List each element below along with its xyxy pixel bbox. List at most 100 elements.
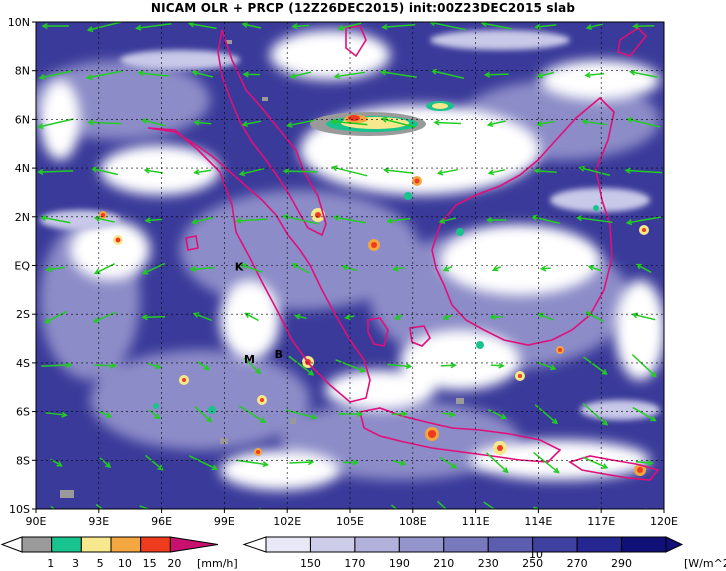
wind-arrow-head — [105, 412, 113, 418]
wind-arrow-shaft — [240, 167, 264, 176]
wind-arrow-shaft — [145, 169, 163, 174]
wind-arrow-head — [491, 265, 499, 272]
wind-arrow-shaft — [194, 121, 212, 125]
wind-arrow-head — [137, 70, 144, 77]
wind-arrow-shaft — [627, 118, 661, 128]
wind-arrow-head — [90, 166, 98, 173]
wind-arrow-head — [537, 312, 544, 319]
precip-colorbar-swatch — [80, 536, 112, 553]
wind-arrow-head — [189, 266, 196, 273]
wind-arrow-head — [359, 366, 366, 373]
wind-arrow-shaft — [439, 217, 457, 223]
wind-arrow-head — [436, 169, 444, 176]
wind-arrow-head — [601, 463, 609, 469]
wind-arrow-head — [157, 464, 164, 471]
wind-arrow-head — [308, 369, 315, 376]
wind-arrow-head — [584, 71, 591, 79]
wind-arrow-shaft — [335, 359, 365, 372]
wind-arrow-head — [109, 513, 114, 518]
wind-arrow-head — [291, 263, 298, 269]
olr-colorbar: 150 170 190 210 230 250 270 290 — [242, 536, 684, 570]
wind-arrow-head — [539, 265, 547, 272]
wind-arrow-head — [41, 22, 48, 30]
wind-arrow-shaft — [41, 364, 71, 367]
grid-lines — [36, 22, 664, 509]
wind-arrow-head — [380, 116, 388, 123]
wind-arrow-head — [629, 69, 636, 76]
wind-arrow-shaft — [145, 218, 163, 222]
precip-colorbar-left-arrow — [0, 536, 23, 553]
wind-arrow-head — [259, 417, 267, 423]
wind-arrow-shaft — [534, 404, 558, 424]
wind-arrow-shaft — [390, 504, 398, 509]
wind-arrow-head — [601, 419, 609, 426]
cloud-layer-bright — [40, 30, 664, 490]
wind-arrow-head — [331, 118, 338, 125]
wind-arrow-head — [536, 72, 544, 79]
wind-arrow-shaft — [382, 23, 416, 29]
wind-arrow-shaft — [535, 24, 557, 28]
wind-arrow-head — [575, 215, 583, 222]
small-island-2 — [345, 25, 367, 58]
lon-tick-label: 120E — [650, 515, 678, 528]
wind-arrow-shaft — [147, 362, 161, 369]
wind-arrow-head — [438, 218, 446, 224]
lon-tick-label: 108E — [399, 515, 427, 528]
precip-colorbar-swatch — [140, 536, 171, 553]
wind-arrow-shaft — [627, 216, 661, 224]
wind-arrow-shaft — [142, 315, 166, 319]
wind-arrow-shaft — [577, 216, 613, 224]
lon-tick-label: 117E — [587, 515, 615, 528]
wind-arrow-head — [310, 413, 318, 420]
wind-arrow-shaft — [292, 263, 310, 274]
wind-arrow-shaft — [392, 460, 406, 465]
wind-arrow-head — [332, 214, 340, 221]
precip-colorbar-swatch — [110, 536, 142, 553]
wind-arrow-shaft — [393, 266, 405, 271]
wind-arrow-head — [635, 263, 642, 270]
wind-arrow-head — [234, 217, 242, 224]
wind-arrow-shaft — [583, 356, 607, 375]
wind-arrow-shaft — [630, 71, 658, 78]
olr-colorbar-swatch — [398, 536, 445, 553]
wind-arrow-shaft — [189, 22, 217, 30]
wind-arrow-shaft — [485, 452, 509, 473]
lon-tick-label: 96E — [151, 515, 172, 528]
wind-arrow-shaft — [384, 169, 414, 174]
wind-arrow-shaft — [285, 409, 317, 419]
wind-arrow-shaft — [148, 409, 160, 419]
precip-colorbar-tick: 5 — [97, 557, 104, 570]
wind-arrow-head — [38, 74, 46, 81]
wind-arrow-head — [450, 362, 457, 369]
wind-arrow-head — [105, 462, 112, 469]
wind-arrow-shaft — [485, 73, 509, 76]
wind-arrow-head — [624, 167, 631, 174]
wind-arrow-shaft — [632, 313, 656, 321]
wind-arrow-shaft — [91, 167, 119, 176]
wind-arrow-shaft — [88, 121, 122, 125]
wind-arrow-shaft — [194, 406, 212, 422]
wind-arrow-shaft — [532, 215, 560, 225]
wind-arrow-head — [61, 411, 68, 418]
wind-arrow-shaft — [488, 120, 506, 126]
wind-arrow-shaft — [436, 500, 447, 509]
wind-arrow-head — [65, 361, 73, 369]
wind-arrow-shaft — [582, 120, 608, 126]
wind-arrow-shaft — [288, 355, 314, 376]
wind-arrow-head — [193, 169, 200, 176]
wind-arrow-shaft — [142, 262, 166, 275]
wind-arrow-shaft — [332, 166, 368, 177]
wind-arrow-head — [56, 511, 61, 516]
wind-arrow-head — [141, 118, 148, 125]
wind-arrow-head — [86, 26, 94, 33]
wind-arrow-head — [242, 71, 249, 78]
wind-arrow-shaft — [434, 121, 462, 125]
lat-tick-label: 2S — [16, 308, 30, 321]
precip-colorbar-swatch — [169, 536, 219, 553]
olr-colorbar-swatch — [487, 536, 534, 553]
wind-arrow-shaft — [98, 410, 112, 418]
lat-tick-label: 8N — [15, 65, 30, 78]
wind-arrow-shaft — [633, 24, 655, 28]
wind-arrow-head — [554, 511, 559, 516]
wind-arrow-head — [241, 121, 249, 128]
